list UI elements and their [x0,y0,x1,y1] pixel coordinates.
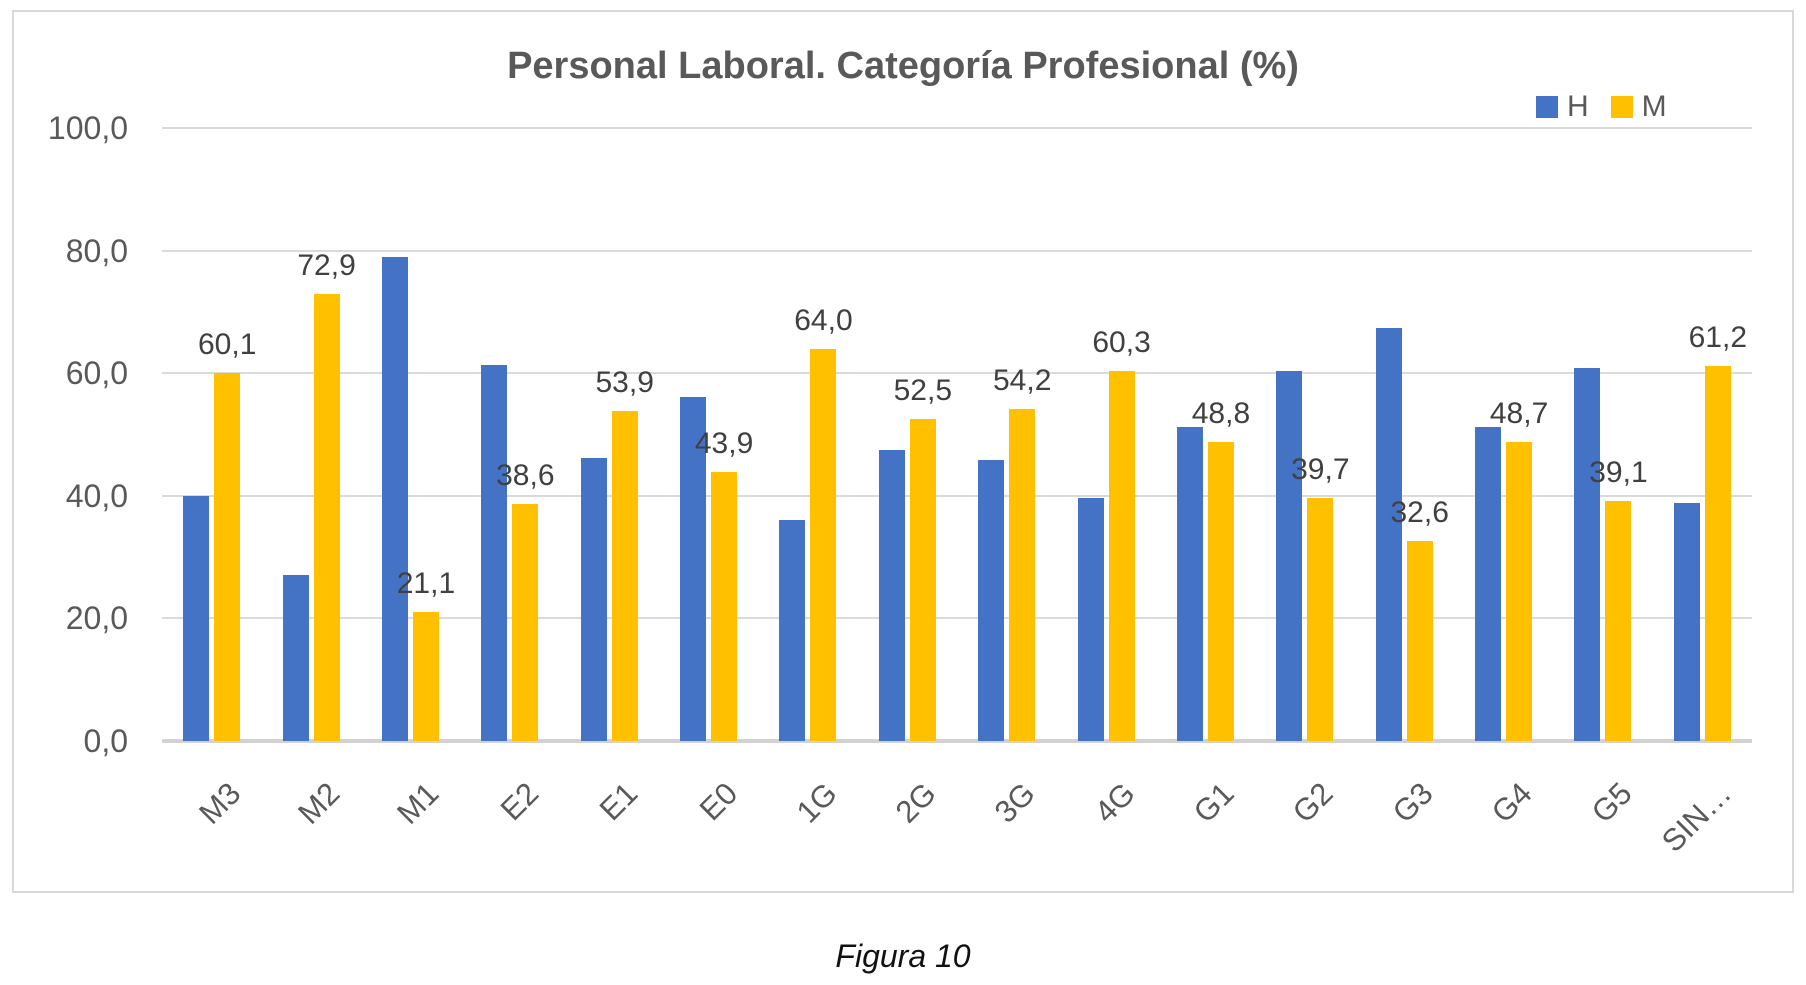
gridline [162,739,1752,743]
bar-h-M3 [183,496,210,741]
data-label-m-2G: 52,5 [893,374,953,408]
bar-m-M3 [214,372,241,741]
gridline [162,617,1752,620]
bar-h-1G [779,520,806,741]
y-axis-tick-label: 20,0 [65,600,128,637]
y-axis-tick-label: 0,0 [83,723,128,759]
x-axis-tick-label: G3 [1385,775,1440,830]
legend-item-m: M [1610,90,1667,123]
bar-m-E0 [711,471,738,741]
data-label-m-G2: 39,7 [1291,452,1350,486]
y-axis-tick-label: 80,0 [65,232,128,269]
bar-m-G5 [1605,501,1632,741]
x-axis-tick-label: 2G [888,775,943,830]
gridline [162,249,1752,252]
bar-h-3G [978,460,1005,741]
y-axis-tick-label: 40,0 [65,477,128,514]
bar-h-SIN… [1673,503,1700,741]
data-label-m-G4: 48,7 [1489,397,1549,431]
data-label-m-E1: 53,9 [595,365,654,399]
bar-m-G4 [1506,442,1533,741]
gridline [162,372,1752,375]
gridline [162,127,1752,129]
data-label-m-E0: 43,9 [694,426,754,460]
legend-label-m: M [1641,90,1667,123]
bar-h-2G [878,449,905,741]
bar-h-E2 [481,364,508,741]
data-label-m-SIN…: 61,2 [1688,320,1748,354]
bar-h-G2 [1276,371,1303,741]
legend-swatch-m-icon [1610,96,1633,118]
data-label-m-4G: 60,3 [1092,326,1151,360]
data-label-m-3G: 54,2 [992,363,1052,397]
x-axis-tick-label: 3G [988,775,1043,830]
legend-swatch-h-icon [1536,96,1558,118]
legend-item-h: H [1536,92,1589,122]
bar-m-M1 [412,611,439,741]
data-label-m-M1: 21,1 [396,566,456,600]
data-label-m-M2: 72,9 [297,249,356,283]
bar-h-E1 [580,458,607,741]
x-axis-tick-label: G4 [1484,775,1539,830]
bar-h-M1 [381,257,408,741]
bar-m-G3 [1406,541,1433,741]
data-label-m-M3: 60,1 [197,327,257,361]
bar-m-2G [909,419,936,741]
data-label-m-1G: 64,0 [794,303,853,337]
bar-m-1G [810,348,837,741]
bar-h-G1 [1176,427,1203,741]
bar-m-3G [1009,408,1036,741]
data-label-m-G5: 39,1 [1589,456,1648,490]
bar-h-4G [1077,497,1104,741]
data-label-m-G3: 32,6 [1390,496,1449,530]
x-axis-tick-label: G2 [1286,775,1341,830]
x-axis-tick-label: M2 [291,775,347,831]
y-axis-tick-label: 60,0 [65,355,128,392]
x-axis-tick-label: 4G [1087,775,1142,830]
bar-m-G2 [1307,497,1334,741]
gridline [162,494,1752,497]
x-axis-tick-label: G1 [1186,775,1241,830]
bar-h-G3 [1375,327,1402,741]
bar-h-G4 [1475,426,1502,741]
bar-h-E0 [680,397,707,741]
bar-m-E2 [512,504,539,741]
bar-h-M2 [282,574,309,741]
bar-m-E1 [611,410,638,741]
x-axis-tick-label: M3 [191,775,248,831]
chart-title: Personal Laboral. Categoría Profesional … [507,45,1299,87]
data-label-m-G1: 48,8 [1191,396,1251,430]
x-axis-tick-label: E0 [692,775,744,828]
x-axis-tick-label: E1 [592,775,645,828]
bar-m-SIN… [1704,365,1731,741]
x-axis-tick-label: SIN… [1654,775,1738,859]
data-label-m-E2: 38,6 [496,459,555,493]
bar-h-G5 [1574,367,1601,741]
bar-m-4G [1108,371,1135,741]
legend-label-h: H [1567,90,1589,123]
plot-area: 60,1 72,9 21,1 38,6 53,9 43,9 64,0 52,5 54,2 60,3… [162,127,1752,859]
bar-m-M2 [313,294,340,741]
x-axis-tick-label: G5 [1584,775,1639,830]
bar-m-G1 [1207,441,1234,741]
chart-frame: Personal Laboral. Categoría Profesional … [12,10,1794,893]
figure-caption: Figura 10 [835,938,971,974]
x-axis-tick-label: E2 [493,775,546,828]
x-axis-tick-label: 1G [789,775,844,830]
y-axis-tick-label: 100,0 [47,110,128,146]
x-axis-tick-label: M1 [390,775,446,831]
